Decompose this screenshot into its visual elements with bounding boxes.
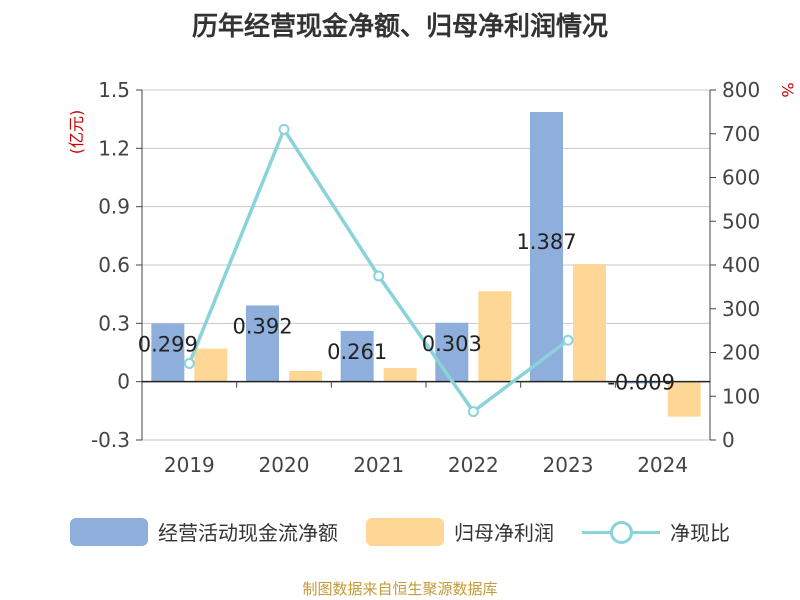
data-label-cash-flow: 0.303: [422, 332, 482, 356]
legend-item-cash-flow[interactable]: 经营活动现金流净额: [70, 517, 338, 546]
bar-net-profit: [194, 348, 228, 382]
left-tick-label: 1.2: [98, 136, 130, 160]
bar-net-profit: [289, 370, 322, 382]
grid-lines: [142, 89, 710, 441]
ratio-point: [278, 123, 290, 135]
bar-net-profit: [667, 381, 701, 417]
right-tick-label: 200: [722, 341, 760, 365]
right-tick-label: 500: [722, 209, 760, 233]
bar-cash-flow: [340, 330, 374, 382]
left-tick-label: 0.6: [98, 253, 130, 277]
ratio-line-series: [183, 123, 574, 418]
bar-net-profit: [383, 368, 417, 382]
bar-cash-flow: [246, 305, 279, 382]
legend-label-cash-flow: 经营活动现金流净额: [158, 521, 338, 545]
x-tick-label: 2024: [637, 453, 688, 477]
x-tick-label: 2020: [259, 453, 310, 477]
right-tick-label: 100: [722, 384, 760, 408]
x-tick-label: 2023: [543, 453, 594, 477]
legend-swatch-net-profit: [366, 517, 444, 546]
bar-cash-flow: [624, 381, 658, 384]
bar-cash-flow: [151, 323, 185, 382]
right-axis-unit: %: [778, 82, 797, 97]
legend-item-ratio[interactable]: 净现比: [582, 517, 730, 546]
legend-swatch-ratio: [582, 518, 660, 546]
bar-cash-flow: [530, 111, 563, 382]
bar-series: [151, 111, 701, 417]
data-label-cash-flow: 1.387: [516, 230, 576, 254]
data-label-cash-flow: 0.392: [232, 314, 292, 338]
ratio-point: [467, 406, 479, 418]
axes: -0.3 0 0.3 0.6 0.9 1.2 1.5 0 100 200 300 400 500 600 7…: [67, 78, 797, 477]
bar-net-profit: [573, 264, 606, 382]
left-tick-label: -0.3: [91, 428, 130, 452]
x-tick-label: 2021: [353, 453, 404, 477]
left-tick-label: 0.3: [98, 311, 130, 335]
data-label-cash-flow: 0.261: [327, 340, 387, 364]
right-tick-label: 0: [722, 428, 735, 452]
legend-label-ratio: 净现比: [670, 521, 730, 545]
left-tick-label: 0.9: [98, 195, 130, 219]
right-tick-label: 400: [722, 253, 760, 277]
ratio-point: [562, 334, 574, 346]
bar-cash-flow: [435, 322, 469, 382]
left-tick-label: 1.5: [98, 78, 130, 102]
right-tick-label: 600: [722, 166, 760, 190]
legend-swatch-cash-flow: [70, 517, 148, 546]
left-tick-label: 0: [117, 370, 130, 394]
bar-net-profit: [478, 291, 512, 382]
x-tick-label: 2022: [448, 453, 499, 477]
legend: 经营活动现金流净额 归母净利润 净现比: [0, 517, 800, 546]
right-tick-label: 300: [722, 297, 760, 321]
x-tick-label: 2019: [164, 453, 215, 477]
right-tick-label: 800: [722, 78, 760, 102]
left-axis-unit: (亿元): [67, 110, 86, 155]
ratio-point: [183, 357, 195, 369]
ratio-point: [373, 270, 385, 282]
source-footer: 制图数据来自恒生聚源数据库: [302, 580, 498, 598]
data-labels: 0.299 0.392 0.261 0.303 1.387 -0.009: [138, 230, 675, 395]
chart-title: 历年经营现金净额、归母净利润情况: [191, 12, 608, 42]
legend-item-net-profit[interactable]: 归母净利润: [366, 517, 554, 546]
data-label-cash-flow: -0.009: [607, 371, 675, 395]
data-label-cash-flow: 0.299: [138, 333, 198, 357]
legend-label-net-profit: 归母净利润: [454, 521, 554, 545]
right-tick-label: 700: [722, 122, 760, 146]
